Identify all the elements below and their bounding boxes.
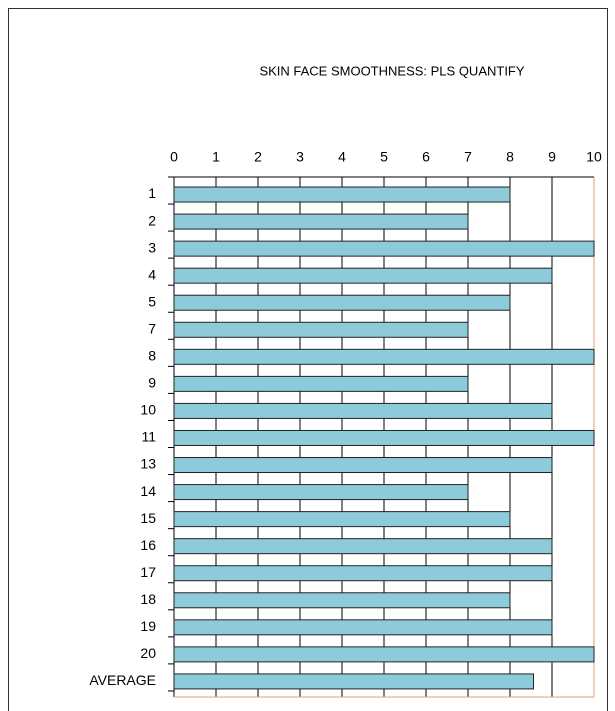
y-tick-label: 20 [140,645,156,661]
x-tick-label: 6 [422,149,430,165]
x-tick-label: 7 [464,149,472,165]
bar [173,267,553,284]
y-tick-label: 7 [148,320,156,336]
y-tick-label: 1 [148,185,156,201]
bar [173,646,595,663]
y-tick-label: 9 [148,375,156,391]
x-tick-label: 0 [170,149,178,165]
bar [173,375,469,392]
bar [173,321,469,338]
bar [173,484,469,501]
bar [173,592,511,609]
y-tick-label: 3 [148,239,156,255]
y-tick-label: 5 [148,293,156,309]
x-tick-label: 2 [254,149,262,165]
bar [173,186,511,203]
x-tick-label: 9 [548,149,556,165]
y-tick-label: 8 [148,348,156,364]
y-tick-label: 2 [148,212,156,228]
bar [173,511,511,528]
chart-title: SKIN FACE SMOOTHNESS: PLS QUANTIFY [259,63,524,78]
bar [173,538,553,555]
y-tick-label: 4 [148,266,156,282]
x-tick-label: 5 [380,149,388,165]
bar [173,565,553,582]
y-tick-label: 15 [140,510,156,526]
y-tick-label: 18 [140,591,156,607]
y-tick-label: 16 [140,537,156,553]
y-tick-label: AVERAGE [89,672,156,688]
y-tick-label: 11 [141,429,156,445]
x-tick-label: 8 [506,149,514,165]
bar [173,294,511,311]
x-tick-label: 10 [586,149,602,165]
bar [173,402,553,419]
y-tick-label: 19 [140,618,156,634]
bar [173,429,595,446]
x-tick-label: 4 [338,149,346,165]
bar [173,213,469,230]
bar [173,348,595,365]
y-tick-label: 10 [140,402,156,418]
bar [173,619,553,636]
chart-frame [8,8,608,711]
bar [173,457,553,474]
x-tick-label: 3 [296,149,304,165]
y-tick-label: 17 [140,564,156,580]
bar [173,240,595,257]
y-tick-label: 13 [140,456,156,472]
bar [173,673,535,690]
x-tick-label: 1 [212,149,220,165]
y-tick-label: 14 [140,483,156,499]
